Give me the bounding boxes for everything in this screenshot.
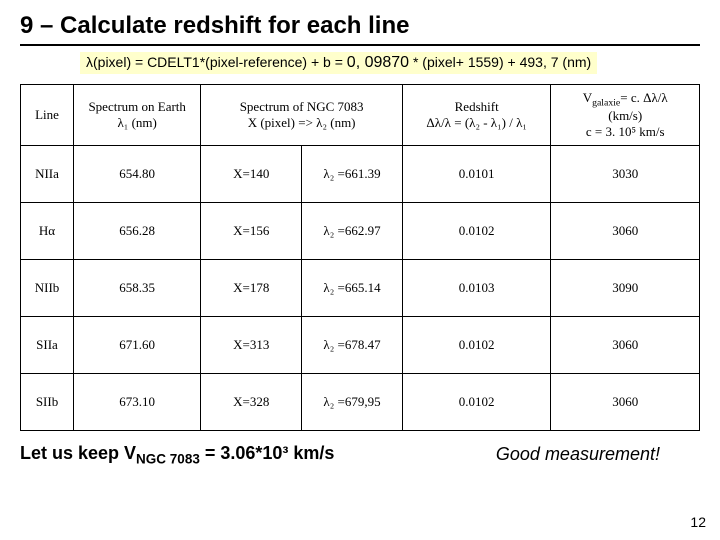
- footer-left: Let us keep VNGC 7083 = 3.06*10³ km/s: [20, 443, 334, 467]
- cell-red: 0.0102: [402, 374, 551, 431]
- cell-v: 3060: [551, 317, 700, 374]
- cell-line: SIIb: [21, 374, 74, 431]
- footer-right: Good measurement!: [496, 444, 660, 465]
- cell-l1: 671.60: [74, 317, 201, 374]
- page-number: 12: [690, 514, 706, 530]
- cell-l1: 656.28: [74, 203, 201, 260]
- table-body: NIIa 654.80 X=140 λ₂ =661.39 0.0101 3030…: [21, 146, 700, 431]
- cell-v: 3060: [551, 374, 700, 431]
- th-ngc: Spectrum of NGC 7083 X (pixel) => λ₂ (nm…: [201, 85, 403, 146]
- cell-line: NIIa: [21, 146, 74, 203]
- footer: Let us keep VNGC 7083 = 3.06*10³ km/s Go…: [20, 431, 700, 467]
- cell-red: 0.0102: [402, 317, 551, 374]
- table-row: NIIa 654.80 X=140 λ₂ =661.39 0.0101 3030: [21, 146, 700, 203]
- cell-v: 3090: [551, 260, 700, 317]
- cell-red: 0.0101: [402, 146, 551, 203]
- th-earth-l2: λ₁ (nm): [118, 115, 157, 130]
- th-red-l2: Δλ/λ = (λ₂ - λ₁) / λ₁: [426, 115, 527, 130]
- th-earth: Spectrum on Earth λ₁ (nm): [74, 85, 201, 146]
- cell-x: X=140: [201, 146, 302, 203]
- cell-line: SIIa: [21, 317, 74, 374]
- cell-line: Hα: [21, 203, 74, 260]
- cell-l2: λ₂ =661.39: [302, 146, 403, 203]
- th-ngc-l1: Spectrum of NGC 7083: [240, 99, 364, 114]
- cell-l1: 673.10: [74, 374, 201, 431]
- table-row: NIIb 658.35 X=178 λ₂ =665.14 0.0103 3090: [21, 260, 700, 317]
- formula-coef: 0, 09870: [347, 54, 409, 71]
- cell-x: X=178: [201, 260, 302, 317]
- cell-x: X=328: [201, 374, 302, 431]
- cell-l2: λ₂ =665.14: [302, 260, 403, 317]
- th-red-l1: Redshift: [455, 99, 499, 114]
- table-header-row: Line Spectrum on Earth λ₁ (nm) Spectrum …: [21, 85, 700, 146]
- th-vgal: Vgalaxie= c. Δλ/λ (km/s) c = 3. 10⁵ km/s: [551, 85, 700, 146]
- footer-left-post: = 3.06*10³ km/s: [200, 443, 335, 463]
- formula-box: λ(pixel) = CDELT1*(pixel-reference) + b …: [80, 52, 597, 74]
- cell-x: X=156: [201, 203, 302, 260]
- th-vgal-l3: c = 3. 10⁵ km/s: [586, 124, 665, 139]
- redshift-table: Line Spectrum on Earth λ₁ (nm) Spectrum …: [20, 84, 700, 431]
- th-line: Line: [21, 85, 74, 146]
- cell-red: 0.0102: [402, 203, 551, 260]
- footer-left-sub: NGC 7083: [136, 452, 200, 467]
- cell-l2: λ₂ =662.97: [302, 203, 403, 260]
- cell-l1: 658.35: [74, 260, 201, 317]
- footer-left-pre: Let us keep V: [20, 443, 136, 463]
- table-row: SIIa 671.60 X=313 λ₂ =678.47 0.0102 3060: [21, 317, 700, 374]
- th-ngc-l2: X (pixel) => λ₂ (nm): [248, 115, 356, 130]
- cell-v: 3030: [551, 146, 700, 203]
- cell-l2: λ₂ =679,95: [302, 374, 403, 431]
- vgal-v: V: [583, 90, 592, 105]
- table-row: Hα 656.28 X=156 λ₂ =662.97 0.0102 3060: [21, 203, 700, 260]
- formula-post: * (pixel+ 1559) + 493, 7 (nm): [409, 54, 591, 70]
- cell-line: NIIb: [21, 260, 74, 317]
- th-redshift: Redshift Δλ/λ = (λ₂ - λ₁) / λ₁: [402, 85, 551, 146]
- vgal-sub: galaxie: [592, 97, 620, 108]
- table-row: SIIb 673.10 X=328 λ₂ =679,95 0.0102 3060: [21, 374, 700, 431]
- th-earth-l1: Spectrum on Earth: [88, 99, 185, 114]
- cell-l2: λ₂ =678.47: [302, 317, 403, 374]
- cell-l1: 654.80: [74, 146, 201, 203]
- vgal-rest: = c. Δλ/λ: [620, 90, 667, 105]
- cell-red: 0.0103: [402, 260, 551, 317]
- cell-v: 3060: [551, 203, 700, 260]
- th-vgal-l2: (km/s): [608, 108, 642, 123]
- formula-pre: λ(pixel) = CDELT1*(pixel-reference) + b …: [86, 54, 347, 70]
- slide-title: 9 – Calculate redshift for each line: [20, 12, 700, 46]
- cell-x: X=313: [201, 317, 302, 374]
- th-vgal-l1: Vgalaxie= c. Δλ/λ: [583, 90, 668, 105]
